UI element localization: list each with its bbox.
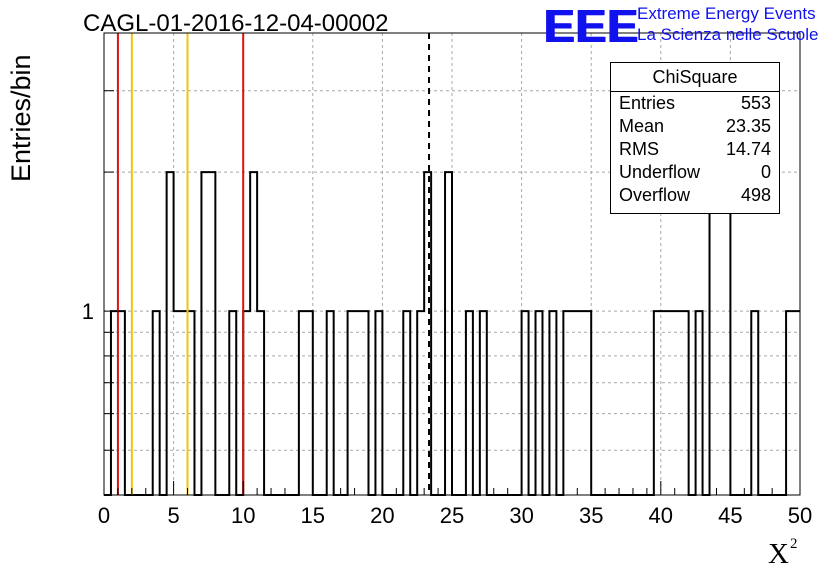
- stats-value: 14.74: [725, 139, 771, 159]
- histogram-bin: [710, 172, 717, 495]
- stats-value: 553: [740, 93, 771, 113]
- x-tick-label: 50: [788, 503, 812, 528]
- stats-label: Mean: [619, 116, 665, 136]
- histogram-bin: [306, 311, 313, 495]
- stats-value: 0: [760, 162, 771, 182]
- stats-divider: [611, 91, 779, 92]
- stats-label: Entries: [619, 93, 676, 113]
- histogram-bin: [584, 311, 591, 495]
- stats-value: 23.35: [725, 116, 771, 136]
- stats-row-mean: Mean 23.35: [619, 116, 771, 139]
- stats-row-underflow: Underflow 0: [619, 162, 771, 185]
- x-tick-label: 0: [98, 503, 110, 528]
- histogram-bin: [466, 311, 473, 495]
- histogram-bin: [355, 311, 362, 495]
- x-tick-label: 5: [167, 503, 179, 528]
- stats-row-rms: RMS 14.74: [619, 139, 771, 162]
- x-tick-label: 30: [509, 503, 533, 528]
- histogram-bin: [375, 311, 382, 495]
- histogram-title: CAGL-01-2016-12-04-00002: [83, 10, 389, 37]
- stats-label: RMS: [619, 139, 659, 159]
- y-tick-label: 1: [82, 299, 94, 324]
- histogram-bin: [723, 172, 730, 495]
- x-axis-label: X2: [768, 536, 797, 571]
- x-tick-label: 35: [579, 503, 603, 528]
- stats-box: ChiSquare Entries 553 Mean 23.35 RMS 14.…: [610, 62, 780, 214]
- stats-title: ChiSquare: [652, 67, 738, 87]
- x-tick-label: 20: [370, 503, 394, 528]
- x-axis-label-base: X: [768, 538, 789, 570]
- histogram-bin: [654, 311, 661, 495]
- histogram-bin: [424, 172, 431, 495]
- histogram-bin: [188, 311, 195, 495]
- histogram-bin: [570, 311, 577, 495]
- histogram-bin: [250, 172, 257, 495]
- histogram-bin: [181, 311, 188, 495]
- histogram-bin: [201, 172, 208, 495]
- x-axis-label-superscript: 2: [789, 536, 798, 552]
- histogram-bin: [522, 311, 529, 495]
- stats-value: 498: [740, 185, 771, 205]
- histogram-bin: [174, 311, 181, 495]
- histogram-bin: [445, 172, 452, 495]
- x-tick-label: 15: [301, 503, 325, 528]
- histogram-bin: [716, 172, 723, 495]
- histogram-bin: [563, 311, 570, 495]
- x-tick-label: 45: [718, 503, 742, 528]
- histogram-bin: [577, 311, 584, 495]
- histogram-bin: [661, 311, 668, 495]
- histogram-bin: [682, 311, 689, 495]
- x-tick-label: 40: [649, 503, 673, 528]
- histogram-bin: [536, 311, 543, 495]
- histogram-bin: [362, 311, 369, 495]
- histogram-bin: [243, 311, 250, 495]
- stats-label: Underflow: [619, 162, 701, 182]
- x-tick-label: 10: [231, 503, 255, 528]
- histogram-bin: [417, 311, 424, 495]
- histogram-bin: [696, 311, 703, 495]
- logo-subtitle-line1: Extreme Energy Events: [637, 4, 816, 23]
- histogram-bin: [153, 311, 160, 495]
- histogram-bin: [111, 311, 118, 495]
- histogram-bin: [480, 311, 487, 495]
- stats-row-entries: Entries 553: [619, 93, 771, 116]
- histogram-bin: [327, 311, 334, 495]
- histogram-bin: [751, 311, 758, 495]
- histogram-bin: [257, 311, 264, 495]
- histogram-bin: [549, 311, 556, 495]
- histogram-bin: [299, 311, 306, 495]
- eee-logo-mark: EEE: [544, 0, 640, 52]
- histogram-bin: [167, 172, 174, 495]
- histogram-bin: [675, 311, 682, 495]
- stats-row-overflow: Overflow 498: [619, 185, 771, 208]
- histogram-bin: [208, 172, 215, 495]
- eee-logo: EEE Extreme Energy Events La Scienza nel…: [544, 0, 836, 52]
- histogram-bin: [668, 311, 675, 495]
- histogram-bin: [786, 311, 793, 495]
- histogram-bin: [403, 311, 410, 495]
- y-axis-label: Entries/bin: [6, 54, 36, 182]
- histogram-bin: [118, 311, 125, 495]
- x-tick-label: 25: [440, 503, 464, 528]
- histogram-bin: [793, 311, 800, 495]
- histogram-bin: [348, 311, 355, 495]
- stats-label: Overflow: [619, 185, 691, 205]
- histogram-bin: [229, 311, 236, 495]
- logo-subtitle-line2: La Scienza nelle Scuole: [637, 25, 819, 44]
